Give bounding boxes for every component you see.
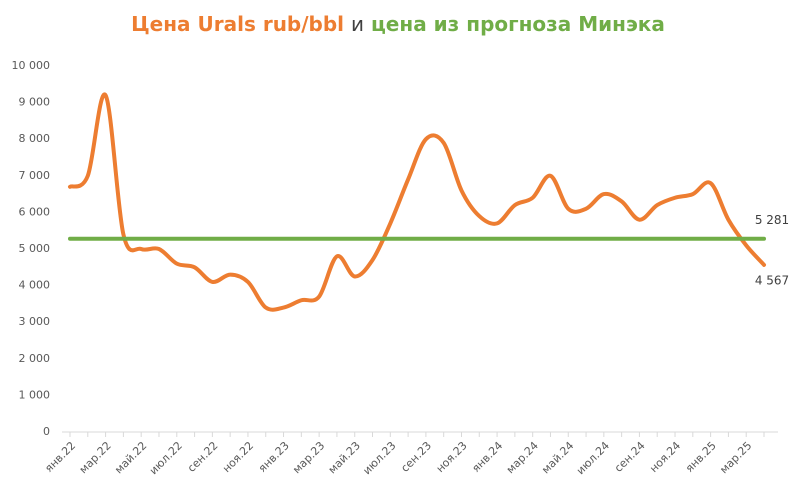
y-tick-label: 1 000 — [19, 388, 51, 401]
x-tick-label: май.24 — [539, 439, 576, 476]
series-line — [68, 92, 766, 312]
x-tick-label: май.22 — [112, 439, 149, 476]
y-tick-label: 3 000 — [19, 315, 51, 328]
data-label: 4 567 — [755, 273, 789, 287]
title-part: и — [351, 12, 364, 36]
x-tick-label: ноя.22 — [220, 439, 256, 475]
x-tick-label: июл.24 — [574, 439, 612, 477]
x-tick-label: янв.23 — [256, 439, 292, 475]
y-tick-label: 9 000 — [19, 96, 51, 109]
x-tick-label: мар.24 — [504, 439, 541, 476]
x-tick-label: июл.22 — [147, 439, 185, 477]
y-tick-label: 7 000 — [19, 169, 51, 182]
x-tick-label: ноя.23 — [434, 439, 470, 475]
x-tick-label: сен.24 — [612, 439, 648, 475]
y-tick-label: 4 000 — [19, 279, 51, 292]
y-tick-label: 10 000 — [12, 59, 51, 72]
x-tick-label: ноя.24 — [647, 439, 683, 475]
x-tick-label: сен.23 — [398, 439, 434, 475]
y-tick-label: 8 000 — [19, 132, 51, 145]
title-part: Цена Urals rub/bbl — [131, 12, 344, 36]
x-tick-label: июл.23 — [360, 439, 398, 477]
y-tick-label: 6 000 — [19, 205, 51, 218]
x-tick-label: мар.25 — [717, 439, 754, 476]
x-tick-label: сен.22 — [185, 439, 221, 475]
x-tick-label: мар.22 — [77, 439, 114, 476]
x-tick-label: янв.24 — [469, 439, 505, 475]
data-label: 5 281 — [755, 213, 789, 227]
x-tick-label: янв.25 — [683, 439, 719, 475]
x-tick-label: янв.22 — [42, 439, 78, 475]
x-tick-label: май.23 — [326, 439, 363, 476]
y-tick-label: 2 000 — [19, 352, 51, 365]
x-tick-label: мар.23 — [290, 439, 327, 476]
y-tick-label: 5 000 — [19, 242, 51, 255]
title-part: цена из прогноза Минэка — [371, 12, 665, 36]
chart-title: Цена Urals rub/bbl и цена из прогноза Ми… — [131, 12, 665, 36]
y-tick-label: 0 — [43, 425, 50, 438]
